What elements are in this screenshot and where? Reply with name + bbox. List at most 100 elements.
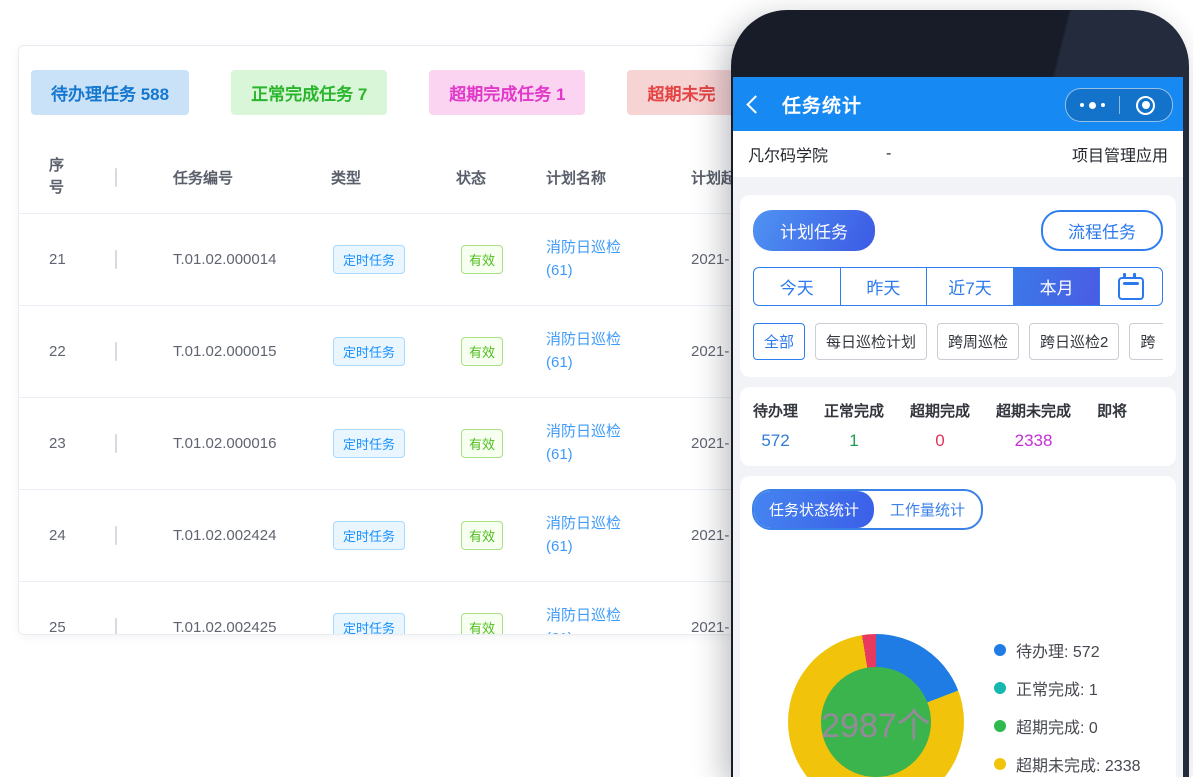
company-name: 凡尔码学院 — [748, 148, 829, 165]
dot-icon — [1100, 103, 1105, 107]
stat-completed-overdue: 超期完成 0 — [910, 403, 971, 450]
legend-label: 超期完成: 0 — [1016, 720, 1098, 737]
task-type-tag: 定时任务 — [333, 521, 406, 550]
task-type-tag: 定时任务 — [333, 613, 406, 634]
task-code: T.01.02.002424 — [173, 527, 277, 544]
status-tag: 有效 — [461, 337, 504, 366]
task-code: T.01.02.000015 — [173, 343, 277, 360]
badge-completed-normal[interactable]: 正常完成任务 7 — [231, 70, 388, 115]
badge-overdue-incomplete[interactable]: 超期未完 — [627, 70, 736, 115]
row-index: 23 — [49, 435, 66, 452]
stat-overdue-incomplete: 超期未完成 2338 — [996, 403, 1072, 450]
row-index: 22 — [49, 343, 66, 360]
date-range-tabs: 今天 昨天 近7天 本月 — [753, 267, 1163, 306]
plan-task-button[interactable]: 计划任务 — [753, 210, 875, 251]
tab-this-month[interactable]: 本月 — [1012, 268, 1100, 305]
summary-badges: 待办理任务 588 正常完成任务 7 超期完成任务 1 超期未完 — [31, 70, 1149, 115]
start-date: 2021- — [691, 527, 730, 544]
row-checkbox[interactable] — [115, 250, 117, 269]
plan-link[interactable]: 消防日巡检(61) — [546, 331, 622, 371]
stat-completed-normal: 正常完成 1 — [824, 403, 885, 450]
row-index: 25 — [49, 619, 66, 635]
start-date: 2021- — [691, 251, 730, 268]
row-checkbox[interactable] — [115, 434, 117, 453]
donut-total-label: 2987个 — [821, 706, 931, 745]
status-tag: 有效 — [461, 613, 504, 634]
donut-center: 2987个 — [821, 667, 931, 777]
plan-link[interactable]: 消防日巡检(61) — [546, 515, 622, 555]
stat-pending: 待办理 572 — [753, 403, 799, 450]
legend-label: 正常完成: 1 — [1016, 682, 1098, 699]
table-row: 21 T.01.02.000014 定时任务 有效 消防日巡检 (61) 2021… — [19, 213, 1149, 305]
spacer — [733, 177, 1183, 195]
task-code: T.01.02.002425 — [173, 619, 277, 635]
row-checkbox[interactable] — [115, 342, 117, 361]
select-all-checkbox[interactable] — [115, 167, 117, 187]
task-status-chart: 2987个 待办理: 572 正常完成: 1 超期完成: 0 超期未完成: 23… — [752, 634, 1164, 777]
dot-icon — [1079, 103, 1084, 107]
back-chevron-icon[interactable] — [746, 94, 765, 114]
flow-task-button[interactable]: 流程任务 — [1041, 210, 1163, 251]
col-header-status: 状态 — [456, 169, 487, 187]
row-checkbox[interactable] — [115, 618, 117, 634]
chip-all[interactable]: 全部 — [753, 323, 806, 360]
close-minimize-button[interactable] — [1120, 95, 1173, 115]
app-name: 项目管理应用 — [1071, 148, 1168, 165]
dot-icon — [1088, 101, 1096, 109]
calendar-picker-button[interactable] — [1099, 268, 1162, 305]
legend-item: 超期完成: 0 — [994, 714, 1141, 738]
stats-card: 待办理 572 正常完成 1 超期完成 0 超期未完成 2338 即将 — [740, 387, 1176, 466]
chart-legend: 待办理: 572 正常完成: 1 超期完成: 0 超期未完成: 2338 即将失… — [994, 638, 1141, 777]
target-circle-icon — [1136, 95, 1156, 115]
task-type-tag: 定时任务 — [333, 337, 406, 366]
chart-card: 任务状态统计 工作量统计 2987个 待办理: 572 正常完成: 1 超期完成… — [740, 476, 1176, 777]
mini-program-navbar: 任务统计 — [733, 77, 1183, 131]
capsule-divider — [1118, 96, 1120, 114]
chip-cross-day-patrol2[interactable]: 跨日巡检2 — [1029, 323, 1120, 360]
col-header-plan: 计划名称 — [546, 169, 607, 187]
donut-chart: 2987个 — [788, 634, 964, 777]
phone-mockup: 任务统计 凡尔码学院 - 项目管理应用 计划任务 流程任 — [731, 10, 1189, 777]
legend-dot — [994, 720, 1006, 732]
chip-daily-patrol-plan[interactable]: 每日巡检计划 — [815, 323, 928, 360]
task-table: 序号 任务编号 类型 状态 计划名称 计划起 21 T.01.02.000014… — [19, 141, 1149, 635]
legend-item: 待办理: 572 — [994, 638, 1141, 662]
dash-separator: - — [886, 145, 892, 162]
plan-link[interactable]: 消防日巡检(61) — [546, 607, 622, 634]
tab-yesterday[interactable]: 昨天 — [839, 268, 927, 305]
row-checkbox[interactable] — [115, 526, 117, 545]
legend-item: 正常完成: 1 — [994, 676, 1141, 700]
task-type-tag: 定时任务 — [333, 429, 406, 458]
col-header-type: 类型 — [331, 169, 362, 187]
table-row: 25 T.01.02.002425 定时任务 有效 消防日巡检(61) 2021… — [19, 581, 1149, 635]
wechat-capsule — [1065, 88, 1173, 122]
chip-clipped[interactable]: 跨 — [1129, 323, 1163, 360]
col-header-code: 任务编号 — [173, 169, 234, 187]
tab-today[interactable]: 今天 — [779, 279, 814, 298]
badge-pending-tasks[interactable]: 待办理任务 588 — [31, 70, 190, 115]
legend-label: 超期未完成: 2338 — [1016, 758, 1141, 775]
phone-screen: 任务统计 凡尔码学院 - 项目管理应用 计划任务 流程任 — [733, 77, 1183, 777]
page-title: 任务统计 — [782, 95, 863, 117]
task-code: T.01.02.000014 — [173, 251, 277, 268]
legend-dot — [994, 758, 1006, 770]
plan-filter-chips: 全部 每日巡检计划 跨周巡检 跨日巡检2 跨 — [753, 323, 1163, 360]
tab-workload-stats[interactable]: 工作量统计 — [890, 502, 966, 519]
more-button[interactable] — [1066, 101, 1119, 109]
legend-item: 超期未完成: 2338 — [994, 752, 1141, 776]
col-header-start: 计划起 — [691, 169, 737, 187]
legend-dot — [994, 644, 1006, 656]
plan-link[interactable]: 消防日巡检(61) — [546, 239, 622, 279]
tab-task-status-stats[interactable]: 任务状态统计 — [754, 491, 875, 528]
tab-last7days[interactable]: 近7天 — [926, 268, 1013, 305]
start-date: 2021- — [691, 343, 730, 360]
table-row: 23 T.01.02.000016 定时任务 有效 消防日巡检 (61) 2021… — [19, 397, 1149, 489]
row-index: 24 — [49, 527, 66, 544]
status-tag: 有效 — [461, 245, 504, 274]
table-row: 24 T.01.02.002424 定时任务 有效 消防日巡检 (61) 2021… — [19, 489, 1149, 581]
badge-completed-overdue[interactable]: 超期完成任务 1 — [429, 70, 586, 115]
plan-link[interactable]: 消防日巡检(61) — [546, 423, 622, 463]
chip-cross-week-patrol[interactable]: 跨周巡检 — [937, 323, 1020, 360]
calendar-icon — [1118, 272, 1145, 300]
table-row: 22 T.01.02.000015 定时任务 有效 消防日巡检 (61) 2021… — [19, 305, 1149, 397]
